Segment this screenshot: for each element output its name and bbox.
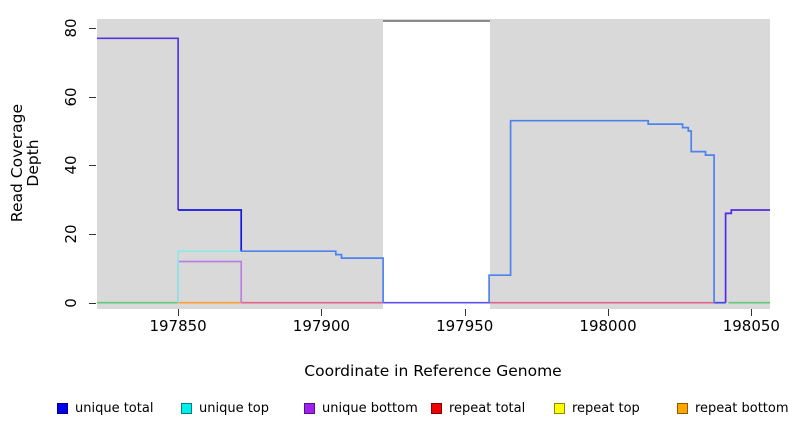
- x-tick: [608, 309, 610, 316]
- masked-region: [383, 20, 490, 309]
- legend-swatch-icon: [181, 402, 192, 414]
- series-unique-bottom-right: [724, 209, 770, 303]
- legend-label: repeat bottom: [695, 400, 789, 416]
- legend-swatch-icon: [431, 402, 442, 414]
- legend-item-unique-top: unique top: [181, 400, 269, 416]
- x-tick-label: 197900: [292, 317, 351, 335]
- x-tick: [751, 309, 753, 316]
- series-unique-bottom-left: [177, 260, 243, 303]
- y-tick: [89, 302, 96, 304]
- y-tick-label: 20: [62, 224, 80, 244]
- series-unique-total-27: [178, 209, 243, 252]
- y-tick-label: 40: [62, 155, 80, 175]
- y-tick: [89, 165, 96, 167]
- y-tick: [89, 234, 96, 236]
- legend-swatch-icon: [304, 402, 315, 414]
- legend-label: unique top: [199, 400, 270, 416]
- legend-item-repeat-top: repeat top: [554, 400, 640, 416]
- y-tick-label: 80: [62, 18, 80, 38]
- x-tick-label: 197850: [149, 317, 207, 335]
- x-tick: [464, 309, 466, 316]
- legend-swatch-icon: [554, 402, 565, 414]
- x-tick: [178, 309, 180, 316]
- legend-swatch-icon: [57, 402, 68, 414]
- legend-label: unique bottom: [322, 400, 418, 416]
- x-tick: [321, 309, 323, 316]
- legend-item-unique-bottom: unique bottom: [304, 400, 418, 416]
- x-axis-title: Coordinate in Reference Genome: [304, 362, 562, 380]
- series-coverage-main-left: [241, 250, 384, 303]
- series-unique-total-high: [97, 37, 179, 210]
- x-tick-label: 198050: [722, 317, 780, 335]
- x-tick-label: 197950: [436, 317, 494, 335]
- legend-item-repeat-total: repeat total: [431, 400, 525, 416]
- y-axis-title: Read Coverage Depth: [8, 103, 42, 223]
- legend-label: repeat top: [572, 400, 640, 416]
- legend-item-repeat-bottom: repeat bottom: [677, 400, 789, 416]
- series-coverage-main-right: [488, 119, 715, 303]
- y-tick-label: 60: [62, 87, 80, 107]
- coverage-lines-svg: [97, 37, 770, 304]
- legend-swatch-icon: [677, 402, 688, 414]
- y-tick: [89, 96, 96, 98]
- legend-label: repeat total: [449, 400, 526, 416]
- legend-label: unique total: [75, 400, 154, 416]
- x-tick-label: 198000: [579, 317, 637, 335]
- legend-item-unique-total: unique total: [57, 400, 153, 416]
- y-tick-label: 0: [62, 297, 80, 308]
- y-tick: [89, 28, 96, 29]
- series-unique-top-cyan: [177, 250, 242, 303]
- legend: unique total unique top unique bottom repea…: [0, 400, 792, 422]
